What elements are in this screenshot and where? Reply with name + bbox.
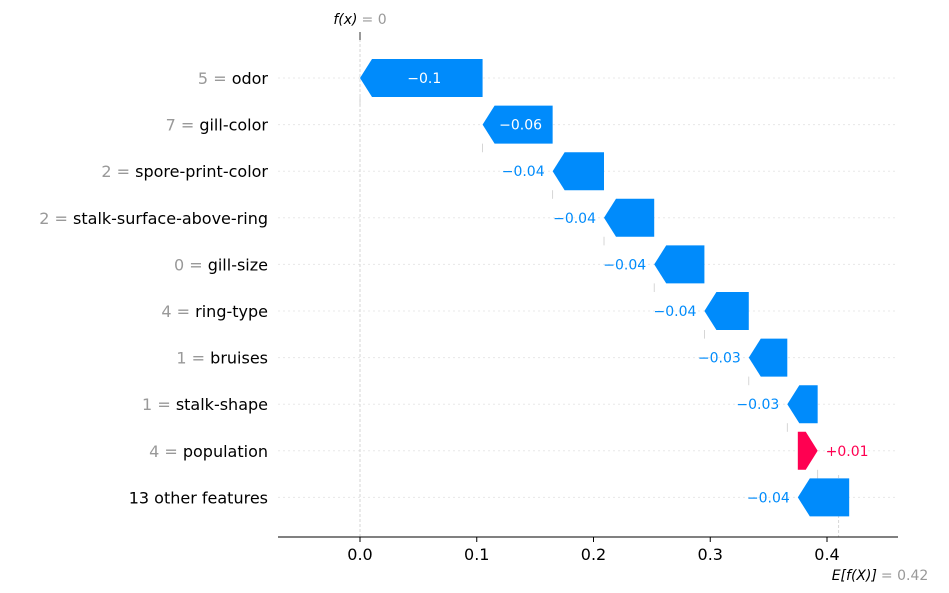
efx-label-name: E[f(X)] bbox=[832, 568, 877, 584]
fx-label-value: = 0 bbox=[362, 12, 387, 28]
feature-label: 13 other features bbox=[129, 488, 268, 507]
feature-value: 2 = bbox=[101, 162, 135, 181]
bar-gill-size bbox=[654, 245, 705, 284]
efx-label: E[f(X)] = 0.42 bbox=[832, 568, 929, 584]
feature-name: odor bbox=[232, 69, 269, 88]
feature-name: gill-color bbox=[199, 116, 268, 135]
bar-gill-color bbox=[482, 105, 553, 144]
feature-value: 4 = bbox=[161, 302, 195, 321]
bar-stalk-surface-above-ring bbox=[604, 198, 655, 237]
bar-value-label: −0.04 bbox=[502, 164, 545, 180]
feature-label: 1 = bruises bbox=[176, 349, 268, 368]
fx-label: f(x) = 0 bbox=[333, 12, 386, 28]
feature-value: 1 = bbox=[142, 395, 176, 414]
feature-name: bruises bbox=[210, 349, 268, 368]
feature-name: stalk-shape bbox=[176, 395, 268, 414]
feature-value: 7 = bbox=[166, 116, 200, 135]
feature-name: population bbox=[183, 442, 268, 461]
feature-label: 0 = gill-size bbox=[174, 255, 268, 274]
feature-label: 1 = stalk-shape bbox=[142, 395, 268, 414]
bar-population bbox=[797, 431, 818, 470]
bar-value-label: −0.04 bbox=[553, 211, 596, 227]
x-tick-label: 0.4 bbox=[814, 545, 839, 564]
bar-13-other-features bbox=[797, 478, 850, 517]
feature-value: 2 = bbox=[39, 209, 73, 228]
feature-label: 4 = ring-type bbox=[161, 302, 268, 321]
bar-ring-type bbox=[704, 292, 749, 330]
x-tick-label: 0.1 bbox=[464, 545, 489, 564]
feature-value: 1 = bbox=[176, 349, 210, 368]
bar-value-label: −0.1 bbox=[407, 71, 441, 87]
x-tick-label: 0.2 bbox=[581, 545, 606, 564]
feature-label: 2 = spore-print-color bbox=[101, 162, 268, 181]
bar-value-label: −0.03 bbox=[698, 351, 741, 367]
guide-lines bbox=[359, 32, 840, 537]
efx-label-value: = 0.42 bbox=[881, 568, 928, 584]
feature-label: 5 = odor bbox=[198, 69, 269, 88]
bar-spore-print-color bbox=[552, 152, 605, 191]
x-tick-label: 0.0 bbox=[347, 545, 372, 564]
feature-label: 2 = stalk-surface-above-ring bbox=[39, 209, 268, 228]
bar-bruises bbox=[748, 338, 788, 377]
bar-value-label: +0.01 bbox=[826, 444, 869, 460]
bar-odor bbox=[360, 59, 483, 97]
feature-name: stalk-surface-above-ring bbox=[73, 209, 268, 228]
feature-name: 13 other features bbox=[129, 488, 268, 507]
feature-value: 4 = bbox=[149, 442, 183, 461]
bar-value-label: −0.03 bbox=[736, 397, 779, 413]
feature-name: spore-print-color bbox=[135, 162, 268, 181]
feature-value: 5 = bbox=[198, 69, 232, 88]
bar-value-label: −0.04 bbox=[654, 304, 697, 320]
bars bbox=[360, 59, 850, 517]
x-axis: 0.0 0.1 0.2 0.3 0.4 bbox=[278, 536, 898, 564]
bar-value-label: −0.06 bbox=[499, 118, 542, 134]
feature-name: gill-size bbox=[208, 255, 268, 274]
feature-value: 0 = bbox=[174, 255, 208, 274]
feature-label: 4 = population bbox=[149, 442, 268, 461]
feature-name: ring-type bbox=[195, 302, 268, 321]
fx-label-name: f(x) bbox=[333, 12, 357, 28]
feature-labels: −0.1 5 = odor −0.06 7 = gill-color −0.04 2 = … bbox=[39, 69, 868, 507]
x-tick-label: 0.3 bbox=[698, 545, 723, 564]
bar-value-label: −0.04 bbox=[747, 490, 790, 506]
bar-value-label: −0.04 bbox=[603, 257, 646, 273]
feature-label: 7 = gill-color bbox=[166, 116, 269, 135]
bar-stalk-shape bbox=[787, 385, 818, 424]
